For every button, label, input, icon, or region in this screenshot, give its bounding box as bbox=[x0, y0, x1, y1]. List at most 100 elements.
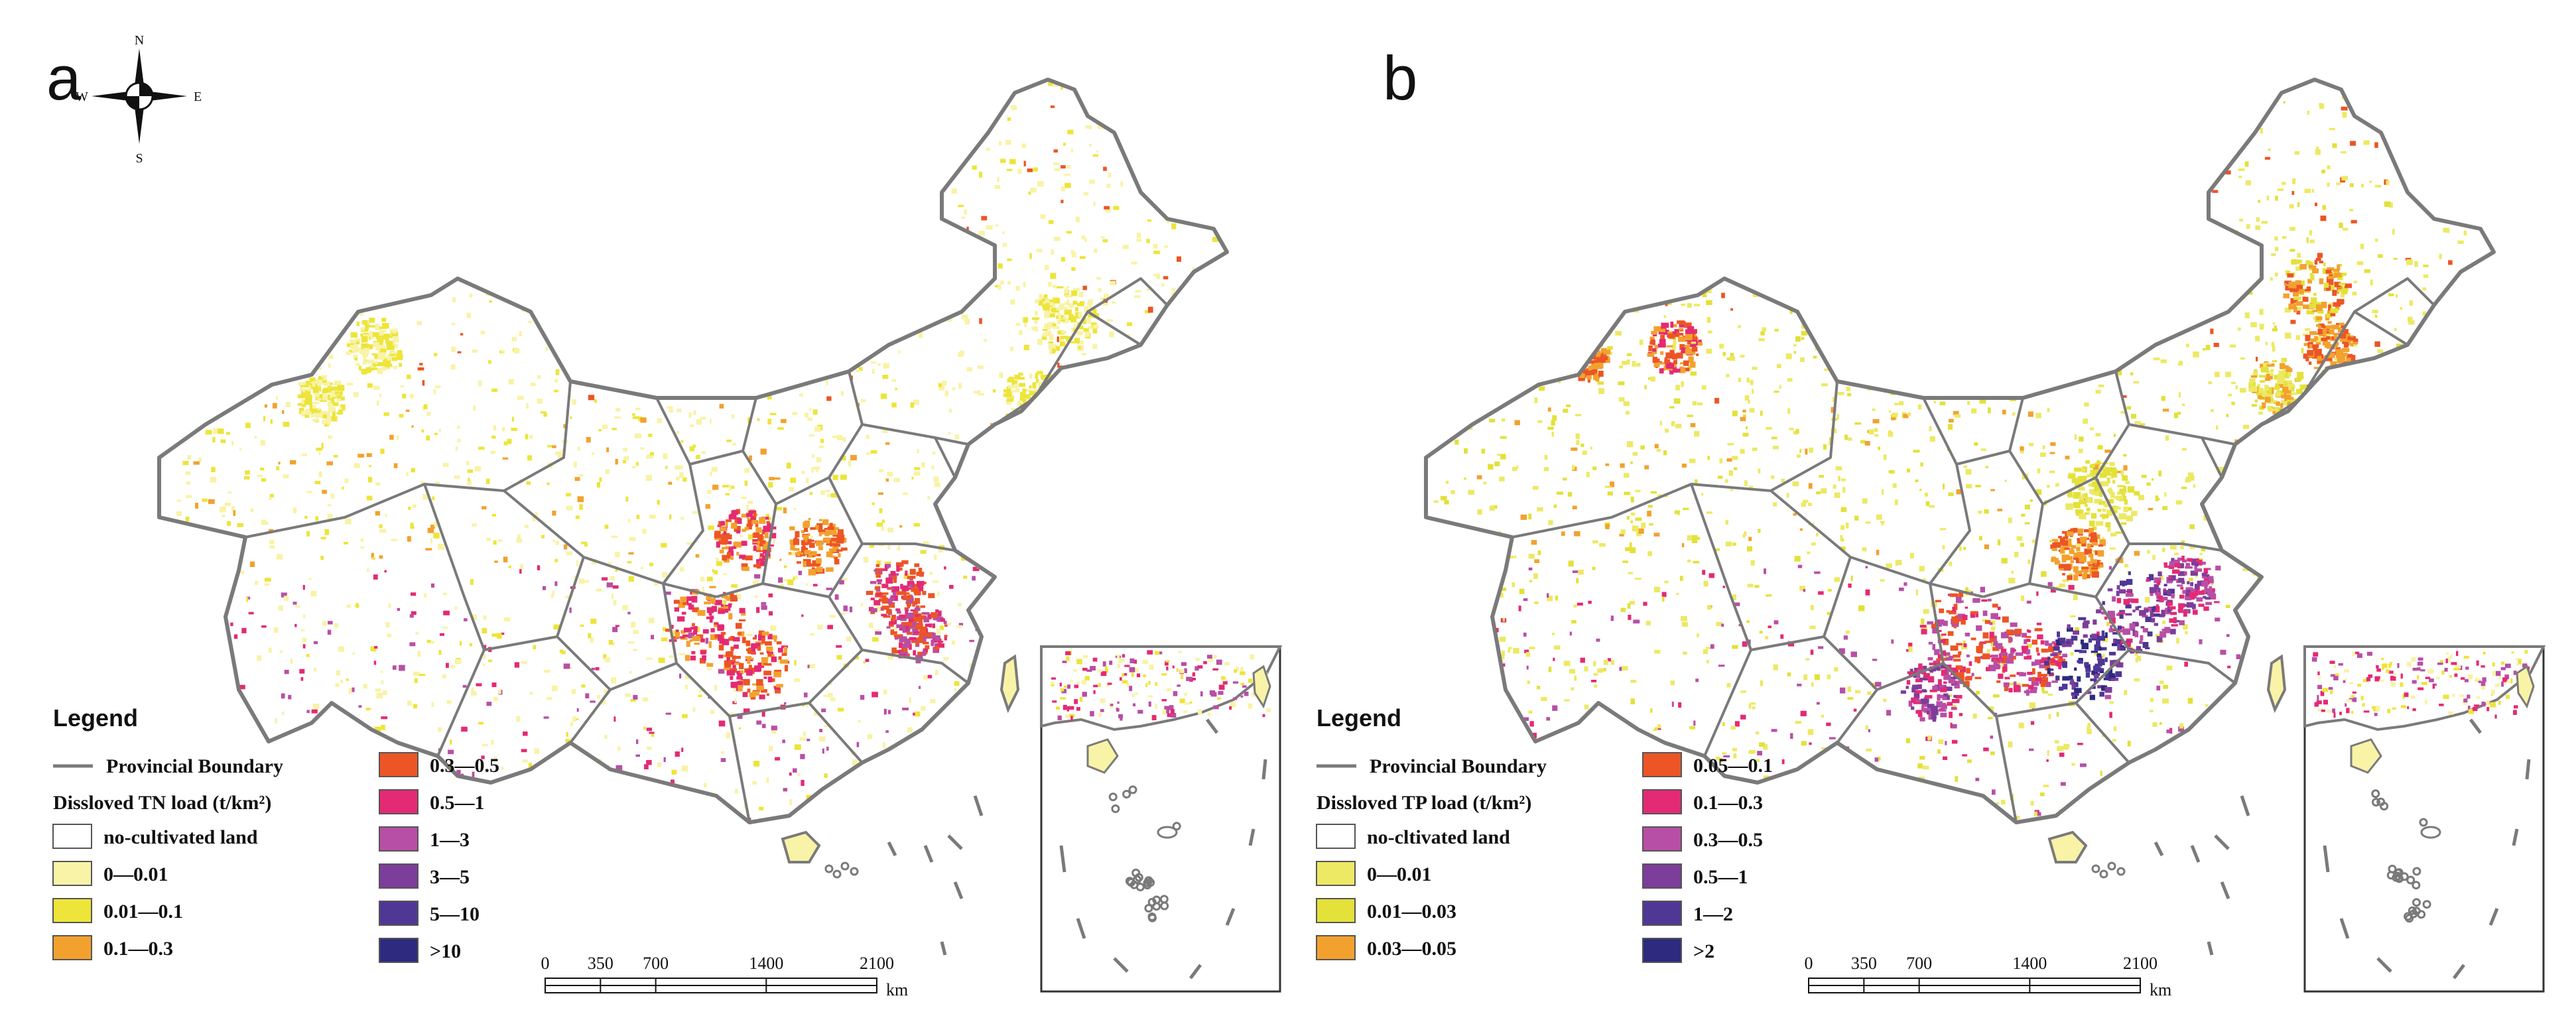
load-pixel bbox=[714, 381, 719, 385]
load-pixel bbox=[2220, 649, 2226, 655]
load-pixel bbox=[365, 367, 371, 373]
load-pixel bbox=[905, 273, 912, 277]
load-pixel bbox=[1109, 661, 1113, 665]
load-pixel bbox=[990, 458, 998, 464]
load-pixel bbox=[709, 618, 713, 623]
load-pixel bbox=[220, 86, 225, 90]
load-pixel bbox=[523, 731, 528, 736]
load-pixel bbox=[1020, 815, 1027, 820]
load-pixel bbox=[185, 322, 190, 325]
load-pixel bbox=[195, 503, 198, 509]
load-pixel bbox=[984, 468, 990, 474]
load-pixel bbox=[440, 149, 445, 153]
load-pixel bbox=[2478, 308, 2481, 313]
load-pixel bbox=[2459, 508, 2461, 511]
load-pixel bbox=[618, 183, 621, 186]
load-pixel bbox=[511, 416, 514, 422]
load-pixel bbox=[363, 356, 366, 361]
load-pixel bbox=[777, 355, 781, 359]
load-pixel bbox=[1172, 634, 1175, 639]
load-pixel bbox=[602, 424, 608, 429]
load-pixel bbox=[1732, 105, 1736, 109]
load-pixel bbox=[840, 547, 848, 551]
load-pixel bbox=[891, 403, 897, 408]
legend-item: 0.1—0.3 bbox=[52, 935, 173, 960]
load-pixel bbox=[1044, 409, 1050, 413]
load-pixel bbox=[873, 569, 877, 572]
load-pixel bbox=[899, 299, 902, 306]
load-pixel bbox=[345, 212, 348, 216]
load-pixel bbox=[830, 493, 838, 498]
load-pixel bbox=[519, 569, 522, 574]
load-pixel bbox=[1725, 520, 1728, 525]
load-pixel bbox=[1798, 95, 1805, 99]
load-pixel bbox=[958, 95, 962, 101]
load-pixel bbox=[1045, 471, 1052, 477]
load-pixel bbox=[914, 563, 920, 568]
load-pixel bbox=[982, 452, 986, 459]
load-pixel bbox=[1816, 165, 1823, 170]
load-pixel bbox=[259, 214, 264, 218]
load-pixel bbox=[2482, 375, 2486, 379]
load-pixel bbox=[1141, 400, 1148, 404]
load-pixel bbox=[427, 527, 434, 533]
load-pixel bbox=[810, 94, 816, 98]
load-pixel bbox=[780, 659, 788, 664]
load-pixel bbox=[2040, 640, 2045, 645]
load-pixel bbox=[1175, 469, 1182, 475]
load-pixel bbox=[1883, 698, 1887, 702]
load-pixel bbox=[1192, 672, 1195, 676]
load-pixel bbox=[617, 136, 621, 142]
load-pixel bbox=[2332, 143, 2337, 149]
load-pixel bbox=[1137, 710, 1143, 714]
load-pixel bbox=[1029, 461, 1035, 466]
load-pixel bbox=[834, 556, 838, 559]
load-pixel bbox=[2184, 661, 2188, 667]
load-pixel bbox=[203, 218, 208, 222]
load-pixel bbox=[1126, 682, 1129, 688]
load-pixel bbox=[958, 261, 962, 267]
load-pixel bbox=[918, 617, 923, 621]
legend-item: no-cultivated land bbox=[52, 824, 258, 849]
load-pixel bbox=[566, 321, 572, 327]
load-pixel bbox=[919, 615, 927, 620]
load-pixel bbox=[1002, 231, 1005, 235]
load-pixel bbox=[1060, 697, 1066, 700]
load-pixel bbox=[2454, 580, 2459, 583]
load-pixel bbox=[1766, 426, 1772, 430]
load-pixel bbox=[234, 269, 241, 274]
load-pixel bbox=[1987, 717, 1993, 720]
load-pixel bbox=[350, 786, 354, 791]
load-pixel bbox=[686, 542, 694, 545]
load-pixel bbox=[960, 350, 964, 355]
load-pixel bbox=[595, 667, 600, 670]
load-pixel bbox=[755, 530, 761, 533]
load-pixel bbox=[1643, 602, 1647, 606]
load-pixel bbox=[997, 706, 1002, 711]
load-pixel bbox=[566, 493, 572, 497]
load-pixel bbox=[681, 747, 684, 752]
load-pixel bbox=[378, 120, 384, 125]
load-pixel bbox=[385, 267, 391, 273]
maritime-dash bbox=[940, 941, 947, 956]
load-pixel bbox=[359, 348, 367, 354]
load-pixel bbox=[803, 559, 811, 562]
load-pixel bbox=[2337, 402, 2341, 406]
load-pixel bbox=[358, 295, 361, 300]
load-pixel bbox=[864, 147, 867, 151]
load-pixel bbox=[940, 618, 945, 622]
load-pixel bbox=[1006, 398, 1014, 402]
legend-classes: no-cultivated land0—0.010.01—0.10.1—0.30… bbox=[52, 752, 499, 963]
load-pixel bbox=[2414, 534, 2417, 539]
load-pixel bbox=[363, 778, 367, 781]
load-pixel bbox=[367, 477, 372, 483]
load-pixel bbox=[706, 607, 714, 613]
load-pixel bbox=[311, 275, 314, 281]
load-pixel bbox=[1874, 434, 1879, 437]
load-pixel bbox=[1856, 799, 1861, 802]
load-pixel bbox=[671, 625, 674, 629]
load-pixel bbox=[640, 447, 645, 450]
load-pixel bbox=[818, 446, 824, 448]
load-pixel bbox=[956, 625, 962, 628]
